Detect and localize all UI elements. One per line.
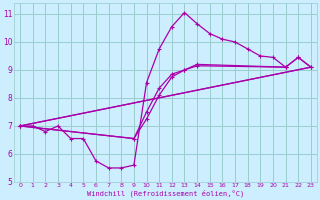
X-axis label: Windchill (Refroidissement éolien,°C): Windchill (Refroidissement éolien,°C) bbox=[87, 190, 244, 197]
